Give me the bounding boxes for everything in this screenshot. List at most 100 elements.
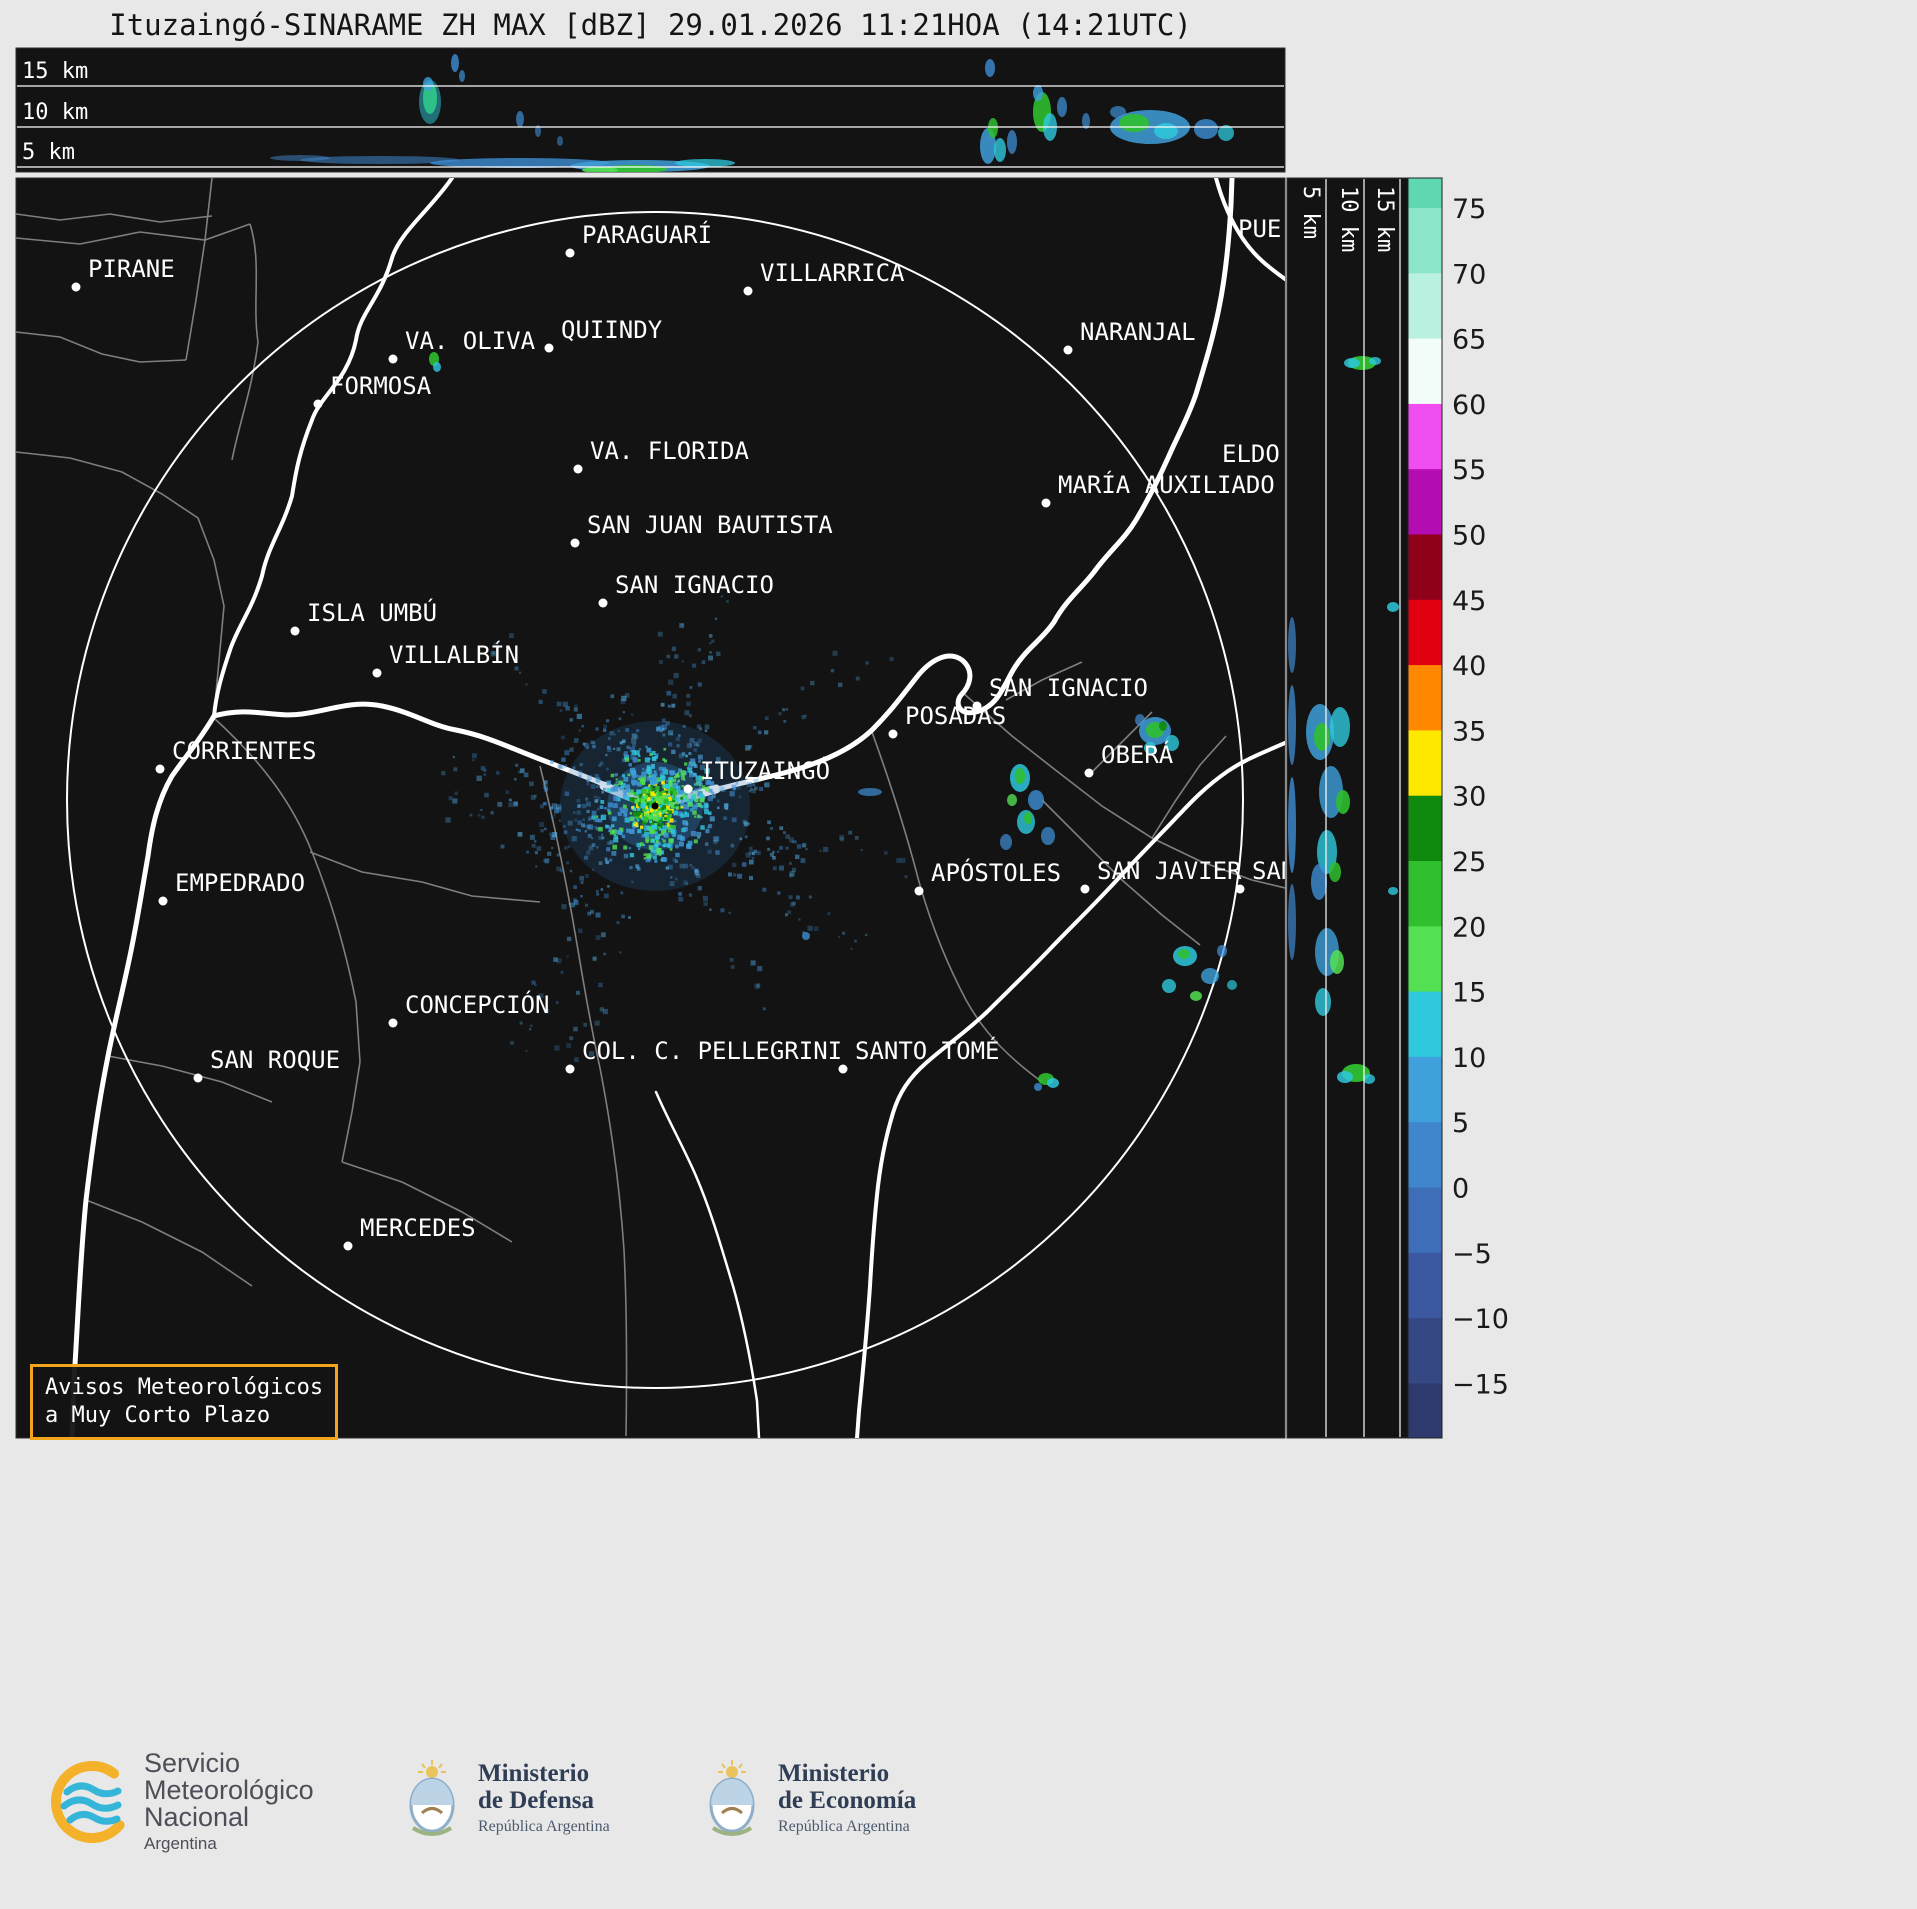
radar-echo: [709, 651, 712, 654]
radar-echo: [683, 804, 690, 810]
radar-echo: [789, 862, 792, 865]
radar-echo: [619, 741, 623, 745]
colorbar-segment: [1408, 534, 1442, 601]
city-dot: [1084, 768, 1094, 778]
radar-echo: [669, 848, 673, 851]
radar-echo: [668, 810, 673, 815]
radar-echo: [669, 799, 673, 804]
radar-echo: [662, 767, 667, 772]
radar-echo: [1007, 794, 1017, 806]
radar-echo: [573, 707, 578, 712]
radar-echo: [663, 832, 669, 838]
radar-echo: [616, 829, 622, 835]
radar-echo: [709, 816, 715, 822]
radar-echo: [830, 669, 835, 673]
radar-echo: [652, 846, 657, 851]
radar-echo: [1288, 685, 1296, 765]
radar-echo: [732, 787, 737, 791]
radar-echo: [699, 793, 704, 799]
radar-echo: [419, 80, 441, 124]
radar-echo: [854, 939, 857, 943]
radar-echo: [539, 821, 545, 828]
radar-echo: [685, 798, 689, 802]
radar-echo: [697, 754, 703, 760]
radar-echo: [606, 847, 611, 852]
radar-echo: [670, 876, 673, 879]
radar-echo: [556, 804, 562, 810]
radar-echo: [695, 868, 699, 873]
radar-echo: [674, 796, 680, 802]
radar-echo: [566, 955, 569, 958]
radar-echo: [854, 836, 859, 840]
colorbar-segment: [1408, 1318, 1442, 1384]
radar-echo: [535, 865, 538, 868]
radar-echo: [423, 77, 433, 91]
radar-echo: [529, 834, 535, 840]
radar-echo: [626, 828, 631, 833]
radar-echo: [708, 655, 714, 661]
altitude-label: 15 km: [22, 59, 88, 84]
radar-echo: [757, 730, 762, 735]
radar-echo: [483, 773, 486, 776]
radar-echo: [697, 836, 701, 839]
radar-echo: [802, 931, 805, 934]
radar-echo: [756, 850, 761, 856]
colorbar-tick: 25: [1452, 847, 1486, 878]
radar-echo: [586, 809, 590, 814]
city-label: OBERÁ: [1101, 740, 1174, 769]
radar-echo: [573, 899, 579, 905]
radar-echo: [638, 775, 642, 779]
radar-echo: [642, 796, 645, 799]
radar-echo: [772, 855, 776, 860]
radar-echo: [530, 1024, 533, 1027]
radar-echo: [660, 823, 664, 828]
radar-echo: [672, 799, 675, 803]
radar-echo: [654, 753, 659, 758]
radar-echo: [553, 814, 556, 817]
radar-echo: [663, 747, 667, 751]
radar-echo: [756, 984, 760, 989]
radar-echo: [569, 869, 573, 873]
radar-echo: [531, 843, 536, 848]
radar-echo: [656, 847, 662, 853]
radar-echo: [595, 815, 599, 818]
radar-echo: [667, 844, 671, 848]
radar-echo: [606, 767, 609, 771]
radar-echo: [650, 779, 656, 786]
radar-echo: [516, 111, 524, 127]
radar-echo: [739, 837, 743, 841]
radar-echo: [613, 803, 618, 809]
radar-echo: [748, 875, 754, 881]
radar-echo: [661, 728, 665, 731]
city-label: CORRIENTES: [172, 737, 317, 765]
radar-echo: [865, 661, 869, 665]
radar-echo: [678, 790, 683, 795]
radar-echo: [659, 827, 662, 831]
radar-echo: [1311, 864, 1327, 900]
radar-echo: [547, 851, 552, 856]
radar-echo: [646, 765, 651, 769]
city-label: POSADAS: [905, 702, 1006, 730]
radar-echo: [603, 952, 606, 956]
radar-echo: [622, 739, 626, 744]
colorbar-tick: 40: [1452, 651, 1486, 682]
radar-echo: [508, 798, 512, 802]
radar-echo: [728, 911, 731, 915]
radar-echo: [564, 791, 570, 796]
radar-echo: [569, 718, 573, 722]
radar-echo: [577, 928, 583, 934]
radar-echo: [623, 812, 628, 817]
radar-echo: [562, 825, 566, 828]
radar-echo: [800, 858, 806, 863]
radar-echo: [600, 814, 607, 820]
radar-echo: [670, 804, 675, 809]
radar-echo: [645, 853, 652, 859]
radar-echo: [735, 782, 739, 785]
radar-echo: [674, 654, 679, 659]
radar-echo: [792, 867, 797, 872]
radar-echo: [550, 760, 554, 764]
radar-echo: [680, 805, 684, 809]
radar-echo: [704, 809, 709, 815]
radar-echo: [1363, 1074, 1375, 1084]
